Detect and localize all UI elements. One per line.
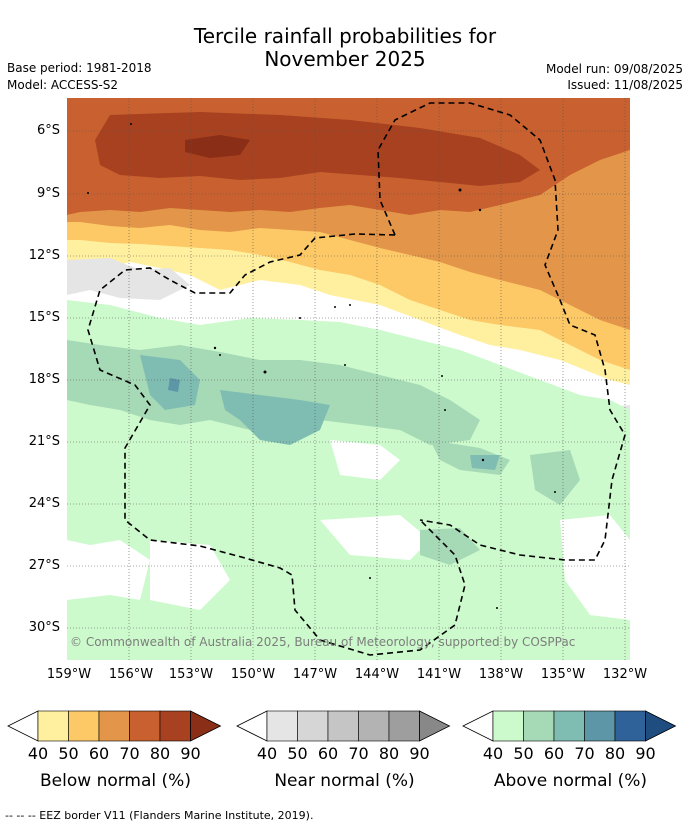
map-title-line1: Tercile rainfall probabilities for xyxy=(193,24,497,48)
above-colorbar-max-extend xyxy=(645,710,677,742)
above-colorbar-cell xyxy=(492,710,524,742)
white-gap-region xyxy=(320,515,430,560)
near-colorbar-cell xyxy=(297,710,329,742)
near-colorbar-cell xyxy=(327,710,359,742)
eez-borders xyxy=(87,102,626,656)
above-colorbar-tick: 70 xyxy=(574,744,595,763)
lat-label-21s: 21°S xyxy=(28,434,60,449)
near-colorbar-tick: 90 xyxy=(409,744,430,763)
above-colorbar-tick: 90 xyxy=(635,744,656,763)
near-colorbar-min-extend xyxy=(236,710,268,742)
near-colorbar-tick: 80 xyxy=(378,744,400,763)
white-gap-region xyxy=(150,540,230,610)
lon-label-141w: 141°W xyxy=(416,667,462,682)
below-colorbar-tick: 60 xyxy=(88,744,110,763)
issued-date: Issued: 11/08/2025 xyxy=(567,78,683,92)
above-colorbar-label: Above normal (%) xyxy=(493,771,648,791)
model-run: Model run: 09/08/2025 xyxy=(545,62,683,76)
above-60-region xyxy=(220,390,330,445)
below-colorbar-cell xyxy=(159,710,191,742)
above-colorbar-cell xyxy=(614,710,646,742)
lat-gridlines xyxy=(67,130,630,629)
eez-border-central xyxy=(87,233,466,656)
white-gap-region xyxy=(560,515,630,620)
above-60-region xyxy=(470,455,500,470)
below-90-region xyxy=(185,135,250,158)
lat-label-30s: 30°S xyxy=(28,620,60,635)
eez-border-north xyxy=(377,102,626,561)
below-colorbar-cell xyxy=(98,710,130,742)
below-colorbar-cell xyxy=(68,710,100,742)
lon-label-156w: 156°W xyxy=(108,667,154,682)
near-colorbar-tick: 40 xyxy=(256,744,278,763)
colorbars xyxy=(7,710,677,742)
above-colorbar-tick: 50 xyxy=(513,744,534,763)
near-colorbar-tick: 70 xyxy=(348,744,369,763)
base-period: Base period: 1981-2018 xyxy=(7,61,152,75)
above-colorbar-tick: 80 xyxy=(604,744,626,763)
near-colorbar-tick: 60 xyxy=(317,744,339,763)
islands xyxy=(87,123,556,609)
white-gap-region xyxy=(330,440,400,480)
lon-label-132w: 132°W xyxy=(602,667,648,682)
lat-label-6s: 6°S xyxy=(36,123,60,138)
eez-footer-note: -- -- -- EEZ border V11 (Flanders Marine… xyxy=(5,809,314,822)
below-colorbar-cell xyxy=(37,710,69,742)
lon-label-153w: 153°W xyxy=(168,667,214,682)
lat-label-24s: 24°S xyxy=(28,496,60,511)
above-70-region xyxy=(168,378,180,392)
near-colorbar-max-extend xyxy=(419,710,451,742)
map-field xyxy=(67,98,630,660)
model-name: Model: ACCESS-S2 xyxy=(7,78,119,92)
below-colorbar-min-extend xyxy=(7,710,39,742)
lat-label-15s: 15°S xyxy=(28,310,60,325)
below-colorbar-tick: 40 xyxy=(27,744,49,763)
below-colorbar-tick: 80 xyxy=(149,744,171,763)
above-colorbar-cell xyxy=(523,710,555,742)
lat-label-12s: 12°S xyxy=(28,248,60,263)
lon-label-138w: 138°W xyxy=(478,667,524,682)
above-50-region xyxy=(420,528,480,565)
near-colorbar-cell xyxy=(388,710,420,742)
above-colorbar-cell xyxy=(553,710,585,742)
lon-label-150w: 150°W xyxy=(230,667,276,682)
below-80-region xyxy=(95,112,540,186)
copyright-text: © Commonwealth of Australia 2025, Bureau… xyxy=(70,635,575,649)
near-colorbar-label: Near normal (%) xyxy=(274,771,415,791)
lon-label-144w: 144°W xyxy=(354,667,400,682)
below-colorbar-max-extend xyxy=(190,710,222,742)
above-colorbar-min-extend xyxy=(462,710,494,742)
above-colorbar-tick: 40 xyxy=(482,744,504,763)
above-50-region xyxy=(530,450,580,505)
above-colorbar-cell xyxy=(584,710,616,742)
near-colorbar-cell xyxy=(266,710,298,742)
lat-label-9s: 9°S xyxy=(36,186,60,201)
below-colorbar-tick: 50 xyxy=(58,744,79,763)
lat-label-27s: 27°S xyxy=(28,558,60,573)
near-colorbar-tick: 50 xyxy=(287,744,308,763)
lon-label-159w: 159°W xyxy=(46,667,92,682)
lon-label-135w: 135°W xyxy=(540,667,586,682)
below-colorbar-label: Below normal (%) xyxy=(40,771,191,791)
lat-label-18s: 18°S xyxy=(28,372,60,387)
below-colorbar-tick: 70 xyxy=(119,744,140,763)
lon-label-147w: 147°W xyxy=(292,667,338,682)
below-colorbar-tick: 90 xyxy=(180,744,201,763)
above-colorbar-tick: 60 xyxy=(543,744,565,763)
map-title-line2: November 2025 xyxy=(264,47,426,71)
below-colorbar-cell xyxy=(129,710,161,742)
near-40-region xyxy=(67,258,190,300)
lon-gridlines xyxy=(128,98,626,660)
near-colorbar-cell xyxy=(358,710,390,742)
